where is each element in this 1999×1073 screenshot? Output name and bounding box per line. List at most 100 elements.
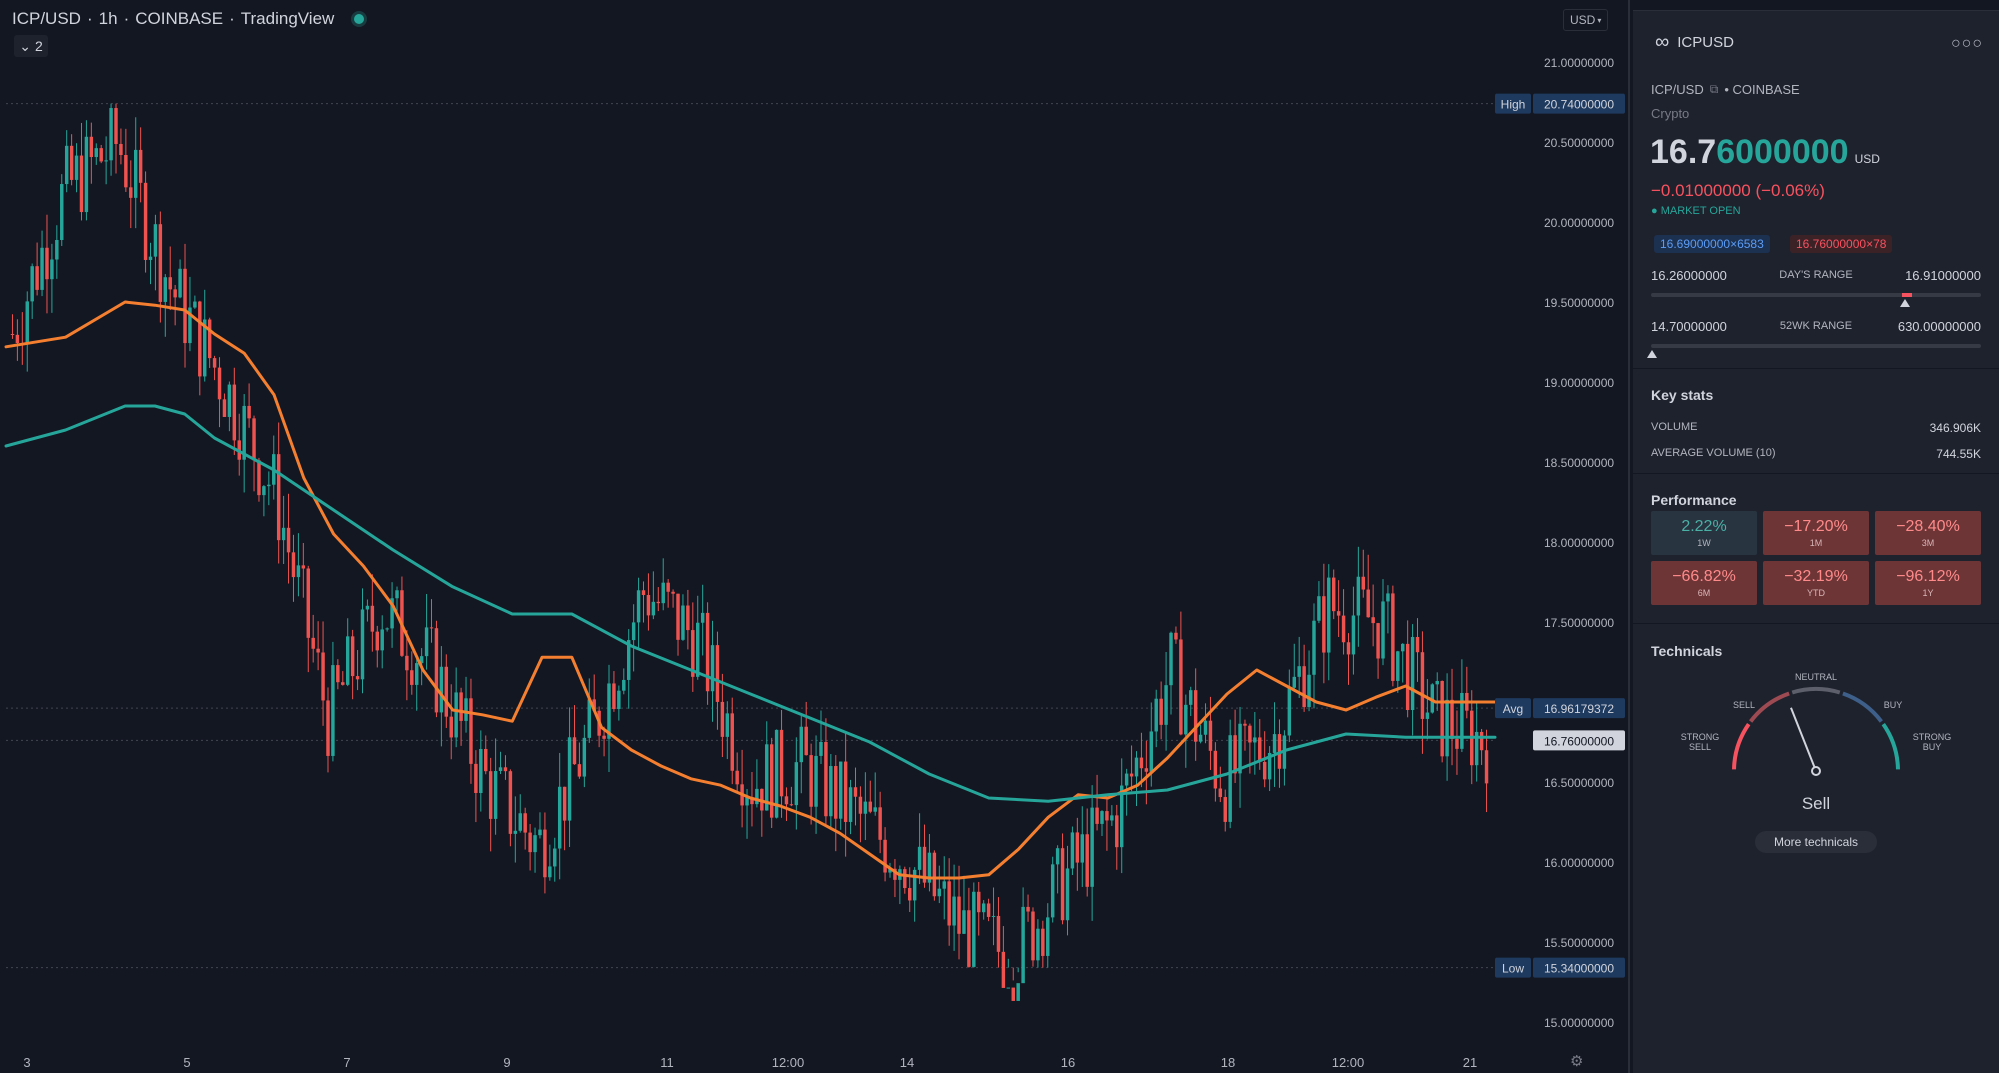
candle-body — [336, 665, 340, 683]
indicators-collapse-button[interactable]: ⌄ 2 — [14, 35, 48, 57]
external-link-icon[interactable]: ⧉ — [1709, 82, 1719, 96]
y-tick-label: 15.50000000 — [1544, 936, 1614, 950]
candle-body — [543, 829, 547, 878]
candle-body — [957, 896, 961, 934]
chart-area[interactable]: 21.00000000 20.50000000 20.00000000 19.5000… — [0, 0, 1630, 1073]
candle-body — [1262, 761, 1267, 780]
candle-body — [60, 184, 64, 240]
technicals-gauge[interactable]: NEUTRAL SELL BUY STRONG SELL STRONG BUY … — [1633, 661, 1999, 861]
candle-body — [232, 384, 237, 441]
candle-body — [45, 247, 49, 280]
asset-type: Crypto — [1651, 106, 1690, 121]
candle-body — [651, 601, 656, 616]
technicals-result: Sell — [1801, 794, 1831, 813]
candle-body — [50, 259, 54, 280]
low-badge — [1533, 957, 1625, 978]
candle-body — [1031, 911, 1035, 961]
candle-body — [64, 145, 69, 185]
candle-body — [1016, 983, 1020, 1001]
candle-body — [1223, 797, 1227, 822]
exchange-name: • COINBASE — [1724, 82, 1800, 97]
candle-body — [720, 701, 725, 737]
candle-body — [1193, 690, 1198, 742]
ma-line-1 — [4, 300, 1497, 880]
more-dots-icon[interactable]: ○○○ — [1951, 35, 1983, 52]
candle-body — [1060, 848, 1065, 921]
candle-body — [158, 224, 163, 302]
candle-body — [873, 807, 877, 812]
candle-body — [30, 266, 34, 302]
candle-body — [794, 762, 799, 806]
candle-body — [789, 804, 794, 806]
candle-body — [133, 149, 138, 198]
candle-body — [1198, 734, 1203, 742]
candle-body — [1189, 690, 1193, 705]
candle-body — [1050, 864, 1055, 918]
candle-body — [1228, 735, 1232, 822]
candle-body — [1169, 632, 1173, 686]
candle-body — [380, 629, 384, 651]
candle-body — [834, 766, 838, 819]
candle-body — [183, 268, 187, 344]
legend-exchange: COINBASE — [135, 9, 224, 28]
candle-body — [843, 761, 848, 822]
candle-body — [1258, 737, 1262, 762]
gauge-segment — [1842, 691, 1883, 723]
performance-value: −32.19% — [1784, 568, 1848, 585]
symbol-header[interactable]: ∞ ICPUSD — [1655, 31, 1734, 54]
chevron-down-icon: ⌄ — [19, 37, 31, 54]
candle-body — [138, 149, 143, 183]
candle-body — [947, 881, 951, 926]
currency-button[interactable]: USD ▾ — [1563, 9, 1609, 31]
pair-name[interactable]: ICP/USD — [1651, 82, 1704, 97]
candle-body — [1415, 637, 1420, 653]
candle-body — [1410, 637, 1415, 711]
x-tick-label: 5 — [183, 1055, 190, 1070]
more-technicals-button[interactable]: More technicals — [1755, 831, 1877, 853]
legend-interval[interactable]: 1h — [98, 9, 118, 28]
indicator-count: 2 — [34, 38, 43, 54]
candle-body — [730, 713, 734, 771]
candle-body — [1322, 596, 1326, 653]
gear-icon[interactable]: ⚙ — [1570, 1053, 1584, 1070]
gauge-needle-pivot — [1811, 766, 1821, 776]
divider — [1633, 368, 1999, 369]
candle-body — [641, 590, 646, 596]
performance-period: 1M — [1809, 538, 1823, 548]
performance-grid: 2.22% 1W −17.20% 1M −28.40% 3M −66.82% 6M −32.19… — [1651, 511, 1981, 605]
candle-body — [1115, 815, 1119, 848]
candle-body — [1366, 589, 1370, 618]
candle-body — [434, 628, 439, 713]
candle-body — [484, 748, 488, 772]
candle-body — [1203, 720, 1208, 735]
candle-body — [429, 627, 434, 629]
candle-body — [188, 307, 192, 344]
days-range-bar — [1651, 293, 1981, 307]
technicals-title: Technicals — [1651, 643, 1723, 659]
gauge-label-sell: SELL — [1732, 700, 1756, 710]
candle-body — [631, 622, 636, 641]
candle-body — [977, 891, 981, 913]
candle-body — [607, 683, 611, 739]
legend-symbol[interactable]: ICP/USD — [12, 9, 81, 28]
candle-body — [153, 224, 158, 257]
candle-body — [972, 891, 976, 967]
candle-body — [518, 813, 522, 831]
performance-cell: −17.20% 1M — [1763, 511, 1869, 555]
y-tick-label: 20.50000000 — [1544, 136, 1614, 150]
price-chart[interactable]: 21.00000000 20.50000000 20.00000000 19.5000… — [0, 0, 1630, 1073]
candle-body — [912, 869, 917, 901]
high-badge — [1533, 93, 1625, 114]
candle-body — [1287, 687, 1292, 736]
x-tick-label: 14 — [900, 1055, 914, 1070]
52wk-range-bar — [1647, 344, 1981, 358]
candle-body — [533, 835, 537, 853]
candle-body — [222, 399, 227, 417]
candle-body — [94, 148, 99, 158]
candle-body — [227, 384, 232, 417]
candle-body — [15, 334, 20, 344]
candle-body — [1070, 832, 1075, 869]
candle-body — [557, 786, 562, 849]
candle-body — [1445, 699, 1449, 757]
candle-body — [769, 744, 774, 818]
